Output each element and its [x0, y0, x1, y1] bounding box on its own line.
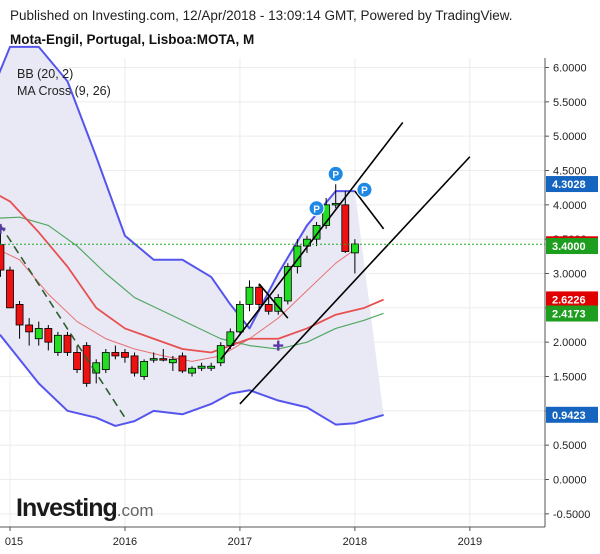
candle-body	[130, 355, 139, 374]
logo-main: Investing	[16, 494, 118, 522]
signal-marker	[356, 181, 373, 198]
x-tick-label: 2019	[458, 536, 482, 548]
price-tag	[546, 406, 598, 423]
y-tick-label: 5.0000	[553, 131, 587, 143]
signal-marker	[308, 200, 325, 217]
price-tag-label: 3.4000	[552, 241, 586, 253]
dashed-trendline	[0, 223, 126, 419]
x-tick-label: 2017	[228, 536, 252, 548]
signal-marker	[327, 165, 344, 182]
y-tick-label: 0.0000	[553, 475, 587, 487]
candle-body	[322, 204, 331, 226]
channel-line	[354, 190, 385, 230]
price-tag-label: 2.4173	[552, 309, 586, 321]
trend-drawings: P P P	[0, 121, 545, 419]
candle-body	[188, 367, 196, 374]
y-tick-label: 6.0000	[553, 63, 587, 75]
candle-body	[63, 334, 72, 353]
candle-body	[25, 324, 34, 333]
candle-body	[34, 328, 43, 340]
symbol-title: Mota-Engil, Portugal, Lisboa:MOTA, M	[10, 32, 255, 47]
price-tag-label: 0.9423	[552, 410, 586, 422]
signal-marker-label: P	[361, 186, 368, 197]
candle-body	[245, 286, 254, 305]
candle-body	[236, 303, 244, 333]
y-tick-label: -0.5000	[553, 509, 590, 521]
candle-body	[73, 352, 81, 371]
signal-marker-label: P	[313, 204, 320, 215]
candle-body	[341, 204, 350, 252]
bollinger-fill	[0, 46, 384, 426]
price-tag-label: 4.3028	[552, 179, 586, 191]
y-tick-label: 0.5000	[553, 440, 587, 452]
ma-cross-label: MA Cross (9, 26)	[17, 84, 111, 98]
price-tag	[546, 291, 598, 308]
candle-body	[111, 352, 120, 357]
candle-body	[350, 243, 359, 254]
candle-body	[312, 225, 321, 240]
y-tick-label: 5.5000	[553, 97, 587, 109]
logo-suffix: .com	[116, 501, 154, 520]
candle-body	[15, 303, 24, 326]
cross-marker	[273, 340, 284, 351]
candle-body	[331, 203, 340, 206]
channel-line	[239, 156, 471, 405]
candle-body	[82, 345, 91, 384]
x-tick-label: 2016	[113, 536, 137, 548]
price-tag-label: 2.6226	[552, 294, 586, 306]
bollinger-lower	[0, 334, 384, 427]
price-tag	[546, 238, 598, 255]
candle-body	[101, 352, 110, 371]
y-tick-label: 4.5000	[553, 166, 587, 178]
candle-body	[168, 358, 177, 364]
y-tick-label: 1.5000	[553, 372, 587, 384]
candle-body	[197, 365, 206, 369]
price-tag	[546, 176, 598, 193]
channel-line	[258, 283, 289, 319]
candle-body	[159, 358, 168, 361]
candle-body	[207, 365, 216, 369]
channel-line	[220, 121, 404, 360]
candle-body	[6, 269, 14, 309]
candle-body	[121, 352, 129, 358]
signal-marker-label: P	[332, 170, 339, 181]
candle-body	[264, 303, 273, 312]
candle-body	[283, 266, 292, 302]
candle-body	[274, 297, 283, 312]
candle-body	[0, 244, 5, 271]
x-tick-label: 015	[5, 536, 23, 548]
investing-logo: Investing.com	[16, 494, 154, 523]
y-tick-label: 4.0000	[553, 200, 587, 212]
published-note: Published on Investing.com, 12/Apr/2018 …	[10, 8, 513, 23]
candle-body	[178, 355, 187, 372]
candle-body	[92, 362, 101, 374]
candle-body	[140, 360, 149, 377]
cross-marker	[0, 223, 6, 234]
candle-body	[54, 334, 62, 353]
candle-body	[44, 328, 53, 343]
candle-body	[255, 286, 263, 305]
y-tick-label: 2.0000	[553, 337, 587, 349]
ma-fast	[0, 195, 384, 354]
price-tag	[546, 305, 598, 322]
x-tick-label: 2018	[343, 536, 367, 548]
y-tick-label: 3.0000	[553, 269, 587, 281]
candle-body	[149, 358, 158, 361]
ma-slow	[0, 216, 384, 350]
candle-body	[216, 345, 225, 364]
candles	[0, 184, 359, 387]
bb-label: BB (20, 2)	[17, 67, 73, 81]
